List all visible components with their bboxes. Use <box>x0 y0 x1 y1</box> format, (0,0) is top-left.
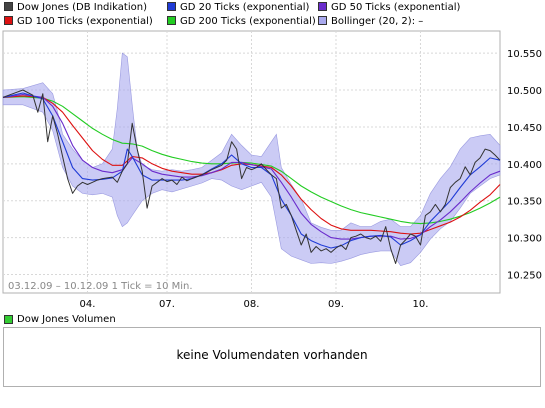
chart-range-text: 03.12.09 – 10.12.09 1 Tick = 10 Min. <box>8 281 193 292</box>
legend-swatch <box>318 2 327 11</box>
x-tick-label: 07. <box>159 299 175 310</box>
legend-label: GD 100 Ticks (exponential) <box>17 16 153 27</box>
legend-label: GD 50 Ticks (exponential) <box>331 2 461 13</box>
legend-swatch <box>4 315 13 324</box>
y-tick-label: 10.450 <box>507 123 542 134</box>
y-tick-label: 10.350 <box>507 197 542 208</box>
legend-label: Bollinger (20, 2): – <box>331 16 424 27</box>
volume-panel: keine Volumendaten vorhanden <box>3 327 541 387</box>
bollinger-band <box>2 52 501 267</box>
x-tick-label: 08. <box>244 299 260 310</box>
y-tick-label: 10.550 <box>507 49 542 60</box>
legend-label: Dow Jones (DB Indikation) <box>17 2 147 13</box>
legend-label: GD 200 Ticks (exponential) <box>180 16 316 27</box>
x-tick-label: 10. <box>413 299 429 310</box>
y-tick-label: 10.400 <box>507 160 542 171</box>
legend-swatch <box>318 16 327 25</box>
price-chart: 10.250 10.300 10.350 10.400 10.450 10.500 10.5… <box>2 30 542 310</box>
chart-legend: Dow Jones (DB Indikation) GD 20 Ticks (e… <box>0 0 545 30</box>
legend-swatch <box>167 16 176 25</box>
gd200-line <box>2 96 501 225</box>
price-line <box>2 89 501 264</box>
legend-swatch <box>4 2 13 11</box>
y-tick-label: 10.300 <box>507 234 542 245</box>
x-tick-label: 09. <box>328 299 344 310</box>
volume-legend-label: Dow Jones Volumen <box>17 314 116 325</box>
legend-label: GD 20 Ticks (exponential) <box>180 2 310 13</box>
legend-swatch <box>167 2 176 11</box>
y-tick-label: 10.500 <box>507 86 542 97</box>
gd100-line <box>2 95 501 235</box>
y-tick-label: 10.250 <box>507 271 542 282</box>
volume-empty-message: keine Volumendaten vorhanden <box>176 348 368 362</box>
x-tick-label: 04. <box>80 299 96 310</box>
legend-swatch <box>4 16 13 25</box>
